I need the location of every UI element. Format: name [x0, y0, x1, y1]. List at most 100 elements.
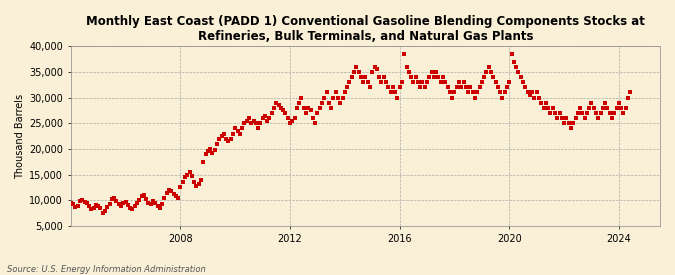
Point [134, 198, 144, 202]
Point [381, 80, 392, 84]
Point [385, 90, 396, 95]
Point [612, 106, 622, 110]
Point [252, 126, 263, 131]
Point [568, 121, 578, 125]
Point [502, 85, 512, 90]
Point [259, 113, 270, 118]
Point [269, 106, 279, 110]
Point [330, 90, 341, 95]
Point [340, 90, 350, 95]
Point [541, 101, 551, 105]
Point [351, 65, 362, 69]
Point [595, 111, 606, 115]
Point [549, 111, 560, 115]
Point [191, 184, 202, 188]
Point [364, 85, 375, 90]
Point [166, 189, 177, 193]
Point [488, 75, 499, 79]
Point [305, 108, 316, 113]
Point [533, 95, 544, 100]
Point [88, 206, 99, 210]
Point [248, 119, 259, 123]
Point [107, 197, 117, 201]
Point [481, 70, 492, 74]
Point [113, 202, 124, 207]
Point [467, 90, 478, 95]
Point [566, 126, 576, 131]
Point [545, 111, 556, 115]
Point [234, 131, 245, 136]
Point [321, 90, 332, 95]
Point [614, 101, 624, 105]
Point [74, 199, 85, 204]
Point [182, 172, 192, 177]
Point [115, 204, 126, 208]
Point [475, 85, 485, 90]
Point [538, 106, 549, 110]
Point [524, 93, 535, 97]
Point [342, 85, 352, 90]
Point [280, 111, 291, 115]
Point [344, 80, 355, 84]
Point [586, 101, 597, 105]
Point [472, 90, 483, 95]
Point [130, 204, 140, 208]
Point [289, 116, 300, 120]
Point [122, 203, 133, 208]
Point [200, 152, 211, 156]
Point [120, 200, 131, 205]
Point [376, 80, 387, 84]
Point [561, 116, 572, 120]
Point [287, 119, 298, 123]
Point [100, 209, 111, 214]
Point [465, 85, 476, 90]
Point [356, 75, 367, 79]
Point [209, 148, 220, 152]
Point [152, 204, 163, 208]
Point [604, 111, 615, 115]
Point [285, 121, 296, 125]
Point [180, 175, 190, 179]
Y-axis label: Thousand Barrels: Thousand Barrels [15, 94, 25, 179]
Point [625, 90, 636, 95]
Point [223, 139, 234, 144]
Point [328, 95, 339, 100]
Point [563, 121, 574, 125]
Point [597, 106, 608, 110]
Point [412, 80, 423, 84]
Point [622, 95, 633, 100]
Point [161, 190, 172, 195]
Point [102, 205, 113, 210]
Point [150, 201, 161, 205]
Point [138, 193, 149, 197]
Point [338, 95, 348, 100]
Point [529, 95, 540, 100]
Point [171, 194, 182, 198]
Point [458, 80, 469, 84]
Point [333, 95, 344, 100]
Point [132, 200, 142, 205]
Point [456, 85, 466, 90]
Point [125, 206, 136, 210]
Point [422, 80, 433, 84]
Text: Source: U.S. Energy Information Administration: Source: U.S. Energy Information Administ… [7, 265, 205, 274]
Point [452, 85, 462, 90]
Point [401, 65, 412, 69]
Point [477, 80, 487, 84]
Point [109, 196, 119, 200]
Point [77, 198, 88, 202]
Point [264, 116, 275, 120]
Point [292, 106, 302, 110]
Point [620, 106, 631, 110]
Point [490, 80, 501, 84]
Point [371, 67, 382, 72]
Point [267, 111, 277, 115]
Point [323, 101, 334, 105]
Point [360, 75, 371, 79]
Point [616, 106, 626, 110]
Point [399, 52, 410, 56]
Point [143, 200, 154, 205]
Point [554, 111, 565, 115]
Point [584, 106, 595, 110]
Point [104, 202, 115, 207]
